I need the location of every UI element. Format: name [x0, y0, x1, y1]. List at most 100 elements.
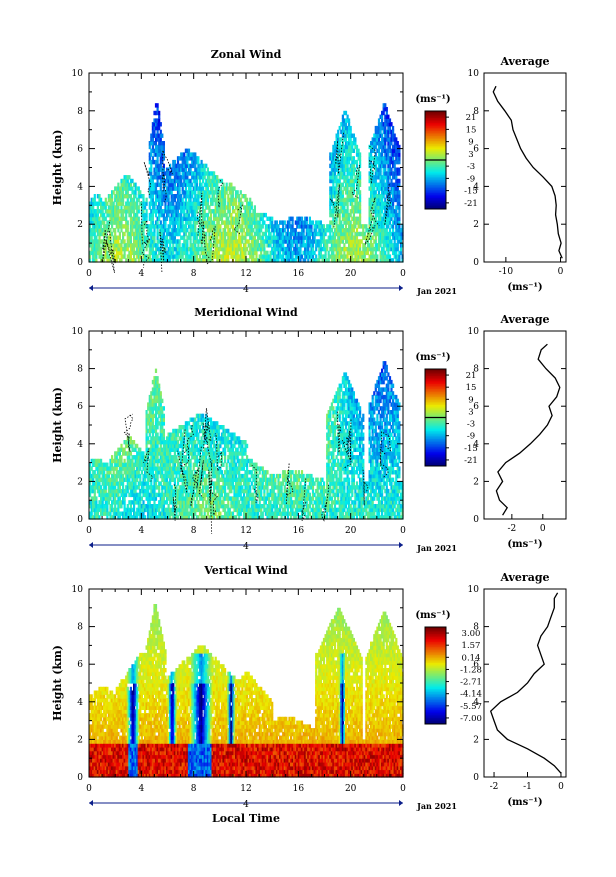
heatmap-cell — [182, 220, 184, 224]
heatmap-cell — [347, 202, 349, 206]
heatmap-cell — [171, 190, 173, 194]
heatmap-cell — [163, 414, 165, 418]
heatmap-cell — [380, 243, 382, 247]
heatmap-cell — [168, 194, 170, 198]
heatmap-cell — [381, 152, 383, 156]
x-tick-label: 0 — [86, 269, 92, 279]
heatmap-cell — [263, 220, 265, 224]
heatmap-cell — [213, 220, 215, 224]
heatmap-cell — [375, 239, 377, 243]
heatmap-cell — [339, 213, 341, 217]
heatmap-cell — [309, 217, 311, 221]
y-axis-label: Height (km) — [51, 130, 64, 206]
heatmap-cell — [207, 186, 209, 190]
heatmap-cell — [194, 190, 196, 194]
heatmap-cell — [383, 111, 385, 115]
heatmap-cell — [277, 224, 279, 228]
heatmap-cell — [271, 220, 273, 224]
heatmap-cell — [130, 183, 132, 187]
colorbar-tick-label: 15 — [466, 125, 477, 135]
heatmap-cell — [111, 463, 113, 467]
heatmap-cell — [389, 254, 391, 258]
heatmap-cell — [378, 190, 380, 194]
heatmap-cell — [398, 205, 400, 209]
heatmap-cell — [359, 209, 361, 213]
heatmap-cell — [108, 500, 110, 504]
heatmap-cell — [150, 171, 152, 175]
heatmap-cell — [105, 205, 107, 209]
heatmap-cell — [174, 463, 176, 467]
heatmap-cell — [149, 500, 151, 504]
heatmap-cell — [395, 209, 397, 213]
heatmap-cell — [244, 243, 246, 247]
heatmap-cell — [365, 224, 367, 228]
heatmap-cell — [334, 152, 336, 156]
heatmap-cells — [89, 103, 404, 262]
heatmap-cell — [153, 500, 155, 504]
heatmap-cell — [111, 224, 113, 228]
heatmap-cell — [381, 209, 383, 213]
heatmap-cell — [157, 376, 159, 380]
heatmap-cell — [160, 130, 162, 134]
heatmap-cell — [196, 183, 198, 187]
heatmap-cell — [292, 217, 294, 221]
heatmap-cell — [359, 175, 361, 179]
heatmap-cell — [241, 224, 243, 228]
heatmap-cell — [255, 251, 257, 255]
heatmap-cell — [397, 186, 399, 190]
heatmap-cell — [169, 243, 171, 247]
heatmap-cell — [166, 500, 168, 504]
heatmap-cell — [194, 152, 196, 156]
heatmap-cell — [117, 228, 119, 232]
heatmap-cell — [142, 500, 144, 504]
heatmap-cell — [146, 202, 148, 206]
heatmap-cell — [397, 243, 399, 247]
heatmap-cell — [138, 209, 140, 213]
heatmap-cell — [262, 224, 264, 228]
heatmap-cell — [194, 164, 196, 168]
heatmap-cell — [205, 164, 207, 168]
heatmap-cell — [353, 171, 355, 175]
heatmap-cell — [389, 145, 391, 149]
heatmap-cell — [329, 224, 331, 228]
heatmap-cell — [157, 220, 159, 224]
heatmap-cell — [216, 183, 218, 187]
heatmap-cell — [139, 500, 141, 504]
heatmap-cell — [329, 205, 331, 209]
heatmap-cell — [197, 156, 199, 160]
heatmap-cell — [390, 239, 392, 243]
heatmap-cell — [378, 247, 380, 251]
heatmap-cell — [185, 168, 187, 172]
heatmap-cell — [331, 228, 333, 232]
heatmap-cell — [315, 254, 317, 258]
heatmap-cell — [169, 224, 171, 228]
heatmap-cell — [219, 224, 221, 228]
heatmap-cell — [157, 156, 159, 160]
heatmap-cell — [251, 202, 253, 206]
heatmap-cell — [157, 107, 159, 111]
heatmap-cell — [350, 220, 352, 224]
heatmap-cell — [152, 220, 154, 224]
heatmap-cell — [157, 425, 159, 429]
heatmap-cell — [251, 224, 253, 228]
heatmap-cell — [292, 220, 294, 224]
heatmap-cell — [124, 232, 126, 236]
heatmap-cell — [120, 220, 122, 224]
x-tick-label: 8 — [191, 269, 197, 279]
heatmap-cell — [163, 418, 165, 422]
heatmap-cell — [312, 220, 314, 224]
heatmap-cell — [150, 152, 152, 156]
heatmap-cell — [380, 171, 382, 175]
heatmap-cell — [306, 220, 308, 224]
heatmap-cell — [122, 202, 124, 206]
heatmap-cell — [158, 115, 160, 119]
heatmap-cell — [183, 152, 185, 156]
heatmap-cell — [201, 160, 203, 164]
heatmap-cell — [157, 444, 159, 448]
heatmap-cell — [190, 186, 192, 190]
heatmap-cell — [127, 190, 129, 194]
heatmap-cell — [219, 228, 221, 232]
heatmap-cell — [381, 115, 383, 119]
heatmap-cell — [124, 500, 126, 504]
